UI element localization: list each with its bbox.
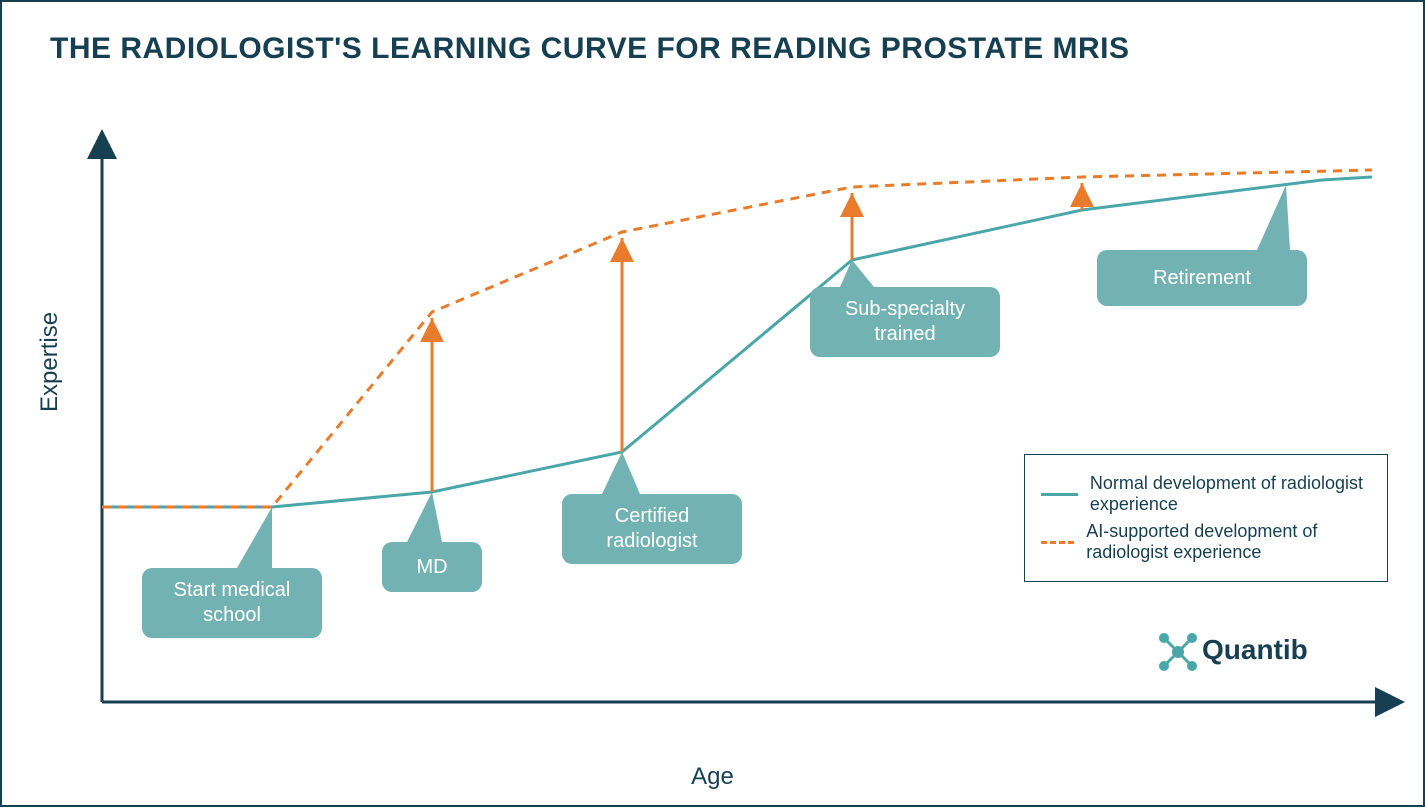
- callout-retirement: Retirement: [1097, 250, 1307, 306]
- callout-start-medical-school: Start medical school: [142, 568, 322, 638]
- callout-sub-specialty: Sub-specialty trained: [810, 287, 1000, 357]
- quantib-logo-text: Quantib: [1202, 634, 1308, 666]
- legend: Normal development of radiologist experi…: [1024, 454, 1388, 582]
- legend-row-normal: Normal development of radiologist experi…: [1041, 473, 1371, 515]
- chart-frame: THE RADIOLOGIST'S LEARNING CURVE FOR REA…: [0, 0, 1425, 807]
- callout-pointer: [602, 452, 640, 494]
- chart-svg: [2, 2, 1425, 809]
- callout-md: MD: [382, 542, 482, 592]
- quantib-logo: Quantib: [1202, 634, 1308, 666]
- callout-pointer: [1257, 185, 1290, 250]
- legend-label-normal: Normal development of radiologist experi…: [1090, 473, 1371, 515]
- callout-certified-radiologist: Certified radiologist: [562, 494, 742, 564]
- callout-pointer: [407, 492, 442, 542]
- callout-pointer: [237, 507, 272, 568]
- legend-row-ai: AI-supported development of radiologist …: [1041, 521, 1371, 563]
- x-axis-label: Age: [691, 763, 734, 791]
- quantib-logo-icon: [1159, 633, 1197, 671]
- legend-swatch-normal: [1041, 493, 1078, 496]
- y-axis-label: Expertise: [36, 312, 64, 412]
- legend-swatch-ai: [1041, 541, 1074, 544]
- legend-label-ai: AI-supported development of radiologist …: [1086, 521, 1371, 563]
